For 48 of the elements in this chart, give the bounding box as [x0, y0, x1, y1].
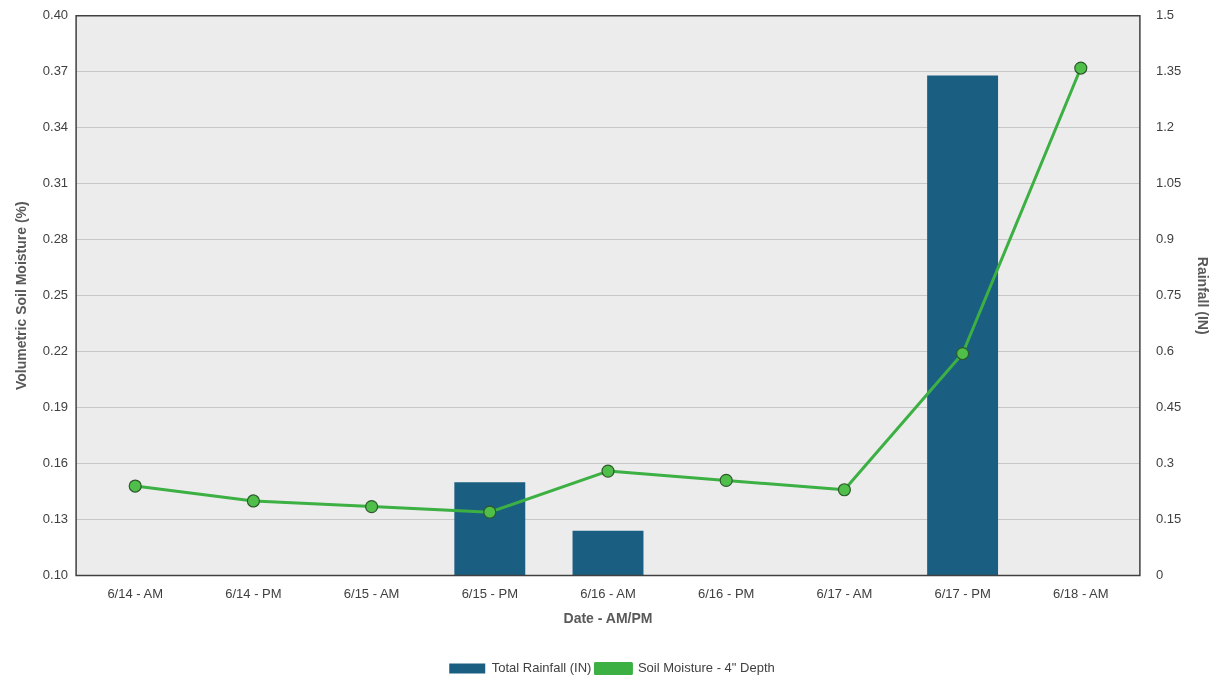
x-tick-label: 6/14 - AM [107, 585, 164, 601]
y-tick-label: 0.13 [42, 511, 69, 527]
y2-tick-label: 0.6 [1155, 343, 1174, 359]
legend-label: Total Rainfall (IN) [491, 660, 592, 676]
point [719, 473, 733, 488]
point [601, 464, 615, 478]
x-tick-label: 6/14 - PM [225, 585, 282, 601]
x-tick-label: 6/15 - PM [461, 585, 518, 601]
bar [927, 75, 999, 576]
point [483, 505, 497, 519]
y-tick-label: 0.37 [42, 63, 69, 79]
y2-tick-label: 0.45 [1155, 399, 1182, 415]
x-axis-title: Date - AM/PM [563, 610, 653, 627]
bar [454, 482, 526, 576]
y2-tick-label: 1.05 [1155, 175, 1182, 191]
y-tick-label: 0.25 [42, 287, 69, 303]
x-tick-label: 6/16 - PM [698, 585, 755, 601]
point [837, 483, 851, 497]
y-tick-label: 0.10 [42, 567, 69, 583]
y2-tick-label: 1.35 [1155, 63, 1182, 79]
legend-label: Soil Moisture - 4" Depth [637, 660, 775, 676]
y2-tick-label: 0.3 [1155, 455, 1174, 471]
y-tick-label: 0.16 [42, 455, 69, 471]
y2-tick-label: 1.2 [1155, 119, 1174, 135]
y2-axis-title: Rainfall (IN) [1194, 256, 1211, 335]
x-tick-label: 6/16 - AM [580, 585, 636, 601]
point [128, 479, 142, 493]
y-tick-label: 0.31 [42, 175, 69, 191]
y2-tick-label: 0.15 [1155, 511, 1182, 527]
point [956, 346, 970, 361]
bar [572, 530, 644, 576]
point [246, 494, 260, 508]
y-tick-label: 0.34 [42, 119, 69, 135]
y2-tick-label: 0 [1155, 567, 1164, 583]
y-tick-label: 0.28 [42, 231, 69, 247]
y2-tick-label: 1.5 [1155, 7, 1174, 23]
x-tick-label: 6/15 - AM [343, 585, 400, 601]
x-tick-label: 6/18 - AM [1052, 585, 1109, 601]
point [365, 499, 379, 514]
y2-tick-label: 0.9 [1155, 231, 1174, 247]
y-tick-label: 0.40 [42, 7, 69, 23]
y-tick-label: 0.19 [42, 399, 69, 415]
y-tick-label: 0.22 [42, 343, 69, 359]
point [1074, 61, 1088, 75]
x-tick-label: 6/17 - PM [934, 585, 991, 601]
y2-tick-label: 0.75 [1155, 287, 1182, 303]
x-tick-label: 6/17 - AM [816, 585, 873, 601]
y-axis-title: Volumetric Soil Moisture (%) [13, 201, 30, 391]
